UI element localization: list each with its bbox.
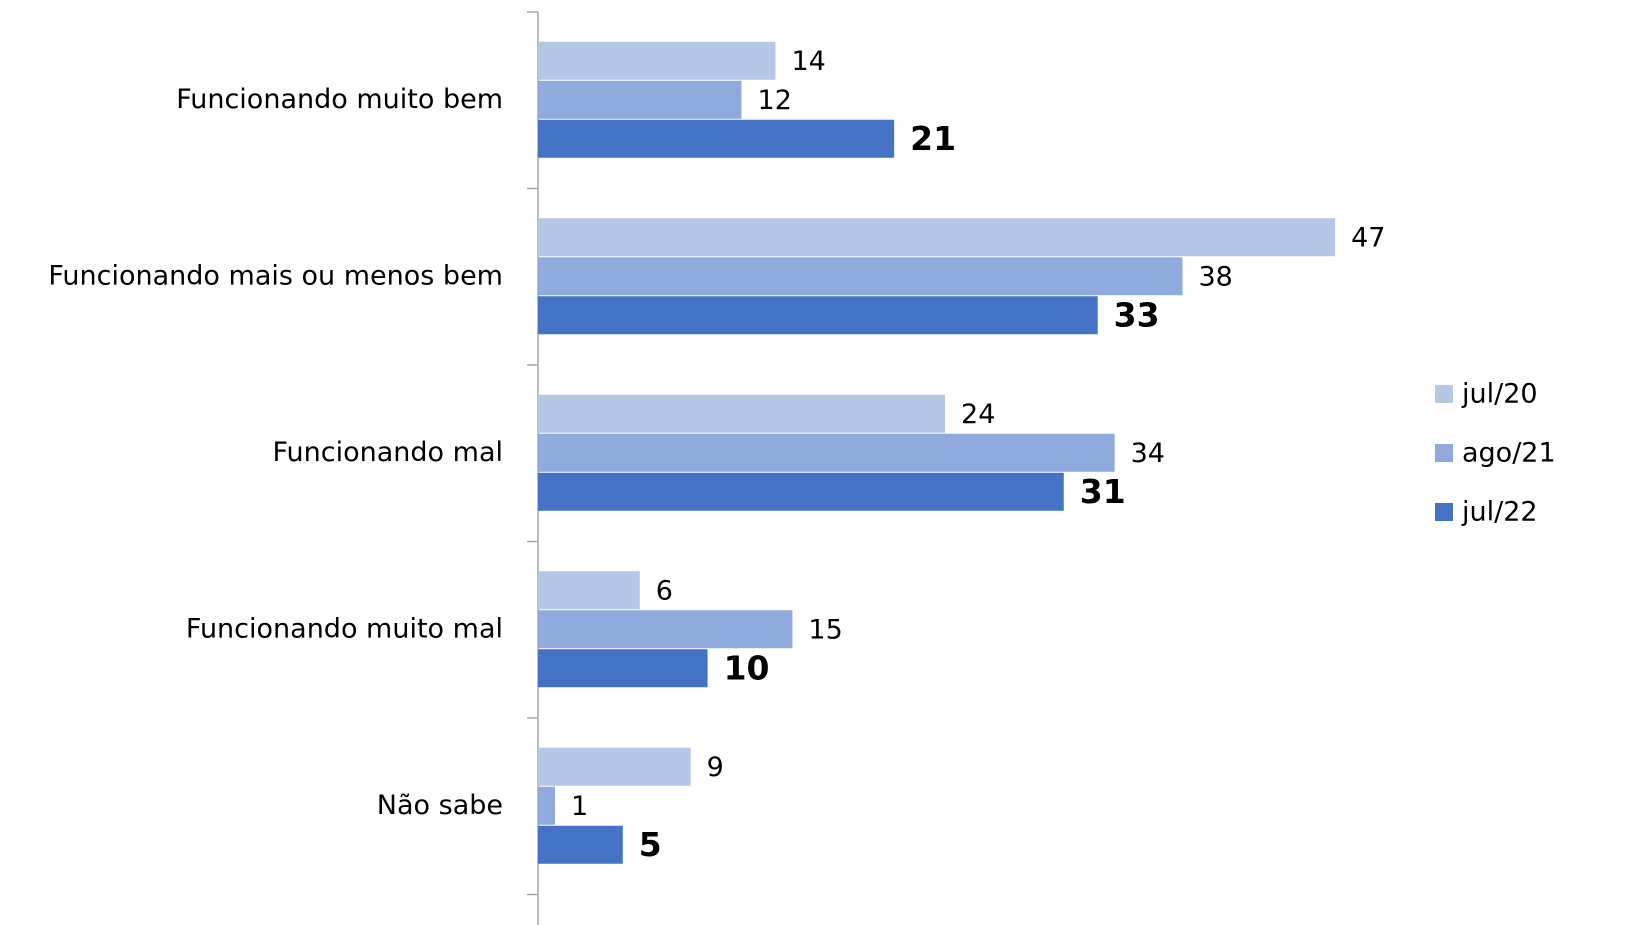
data-label: 1: [571, 791, 588, 822]
data-label: 24: [961, 399, 995, 430]
data-label: 31: [1080, 472, 1126, 511]
data-label: 34: [1131, 438, 1165, 469]
legend-swatch: [1435, 385, 1453, 403]
category-label: Funcionando mais ou menos bem: [48, 260, 503, 291]
bar: [538, 649, 708, 688]
bar: [538, 433, 1115, 472]
bar: [538, 218, 1336, 257]
bar: [538, 825, 623, 864]
data-label: 5: [639, 825, 662, 864]
bar: [538, 571, 640, 610]
category-label: Funcionando muito bem: [176, 84, 503, 115]
category-label: Funcionando mal: [272, 437, 503, 468]
category-label: Não sabe: [377, 790, 503, 821]
bar: [538, 610, 793, 649]
bar: [538, 296, 1098, 335]
data-label: 12: [758, 85, 792, 116]
category-label: Funcionando muito mal: [186, 613, 503, 644]
data-label: 9: [707, 752, 724, 783]
data-label: 21: [910, 119, 956, 158]
bar: [538, 257, 1183, 296]
bar: [538, 747, 691, 786]
bar: [538, 786, 555, 825]
bar: [538, 472, 1064, 511]
data-label: 6: [656, 575, 673, 606]
legend-swatch: [1435, 503, 1453, 521]
legend-label: jul/22: [1461, 497, 1538, 528]
data-label: 38: [1198, 261, 1232, 292]
legend-label: jul/20: [1461, 379, 1538, 410]
bar: [538, 41, 776, 80]
bar: [538, 119, 895, 158]
data-label: 47: [1351, 222, 1385, 253]
data-label: 15: [808, 614, 842, 645]
bar: [538, 394, 946, 433]
data-label: 33: [1114, 295, 1160, 334]
data-label: 10: [724, 648, 770, 687]
legend-swatch: [1435, 444, 1453, 462]
legend-label: ago/21: [1462, 438, 1556, 469]
bar: [538, 80, 742, 119]
data-label: 14: [791, 46, 825, 77]
